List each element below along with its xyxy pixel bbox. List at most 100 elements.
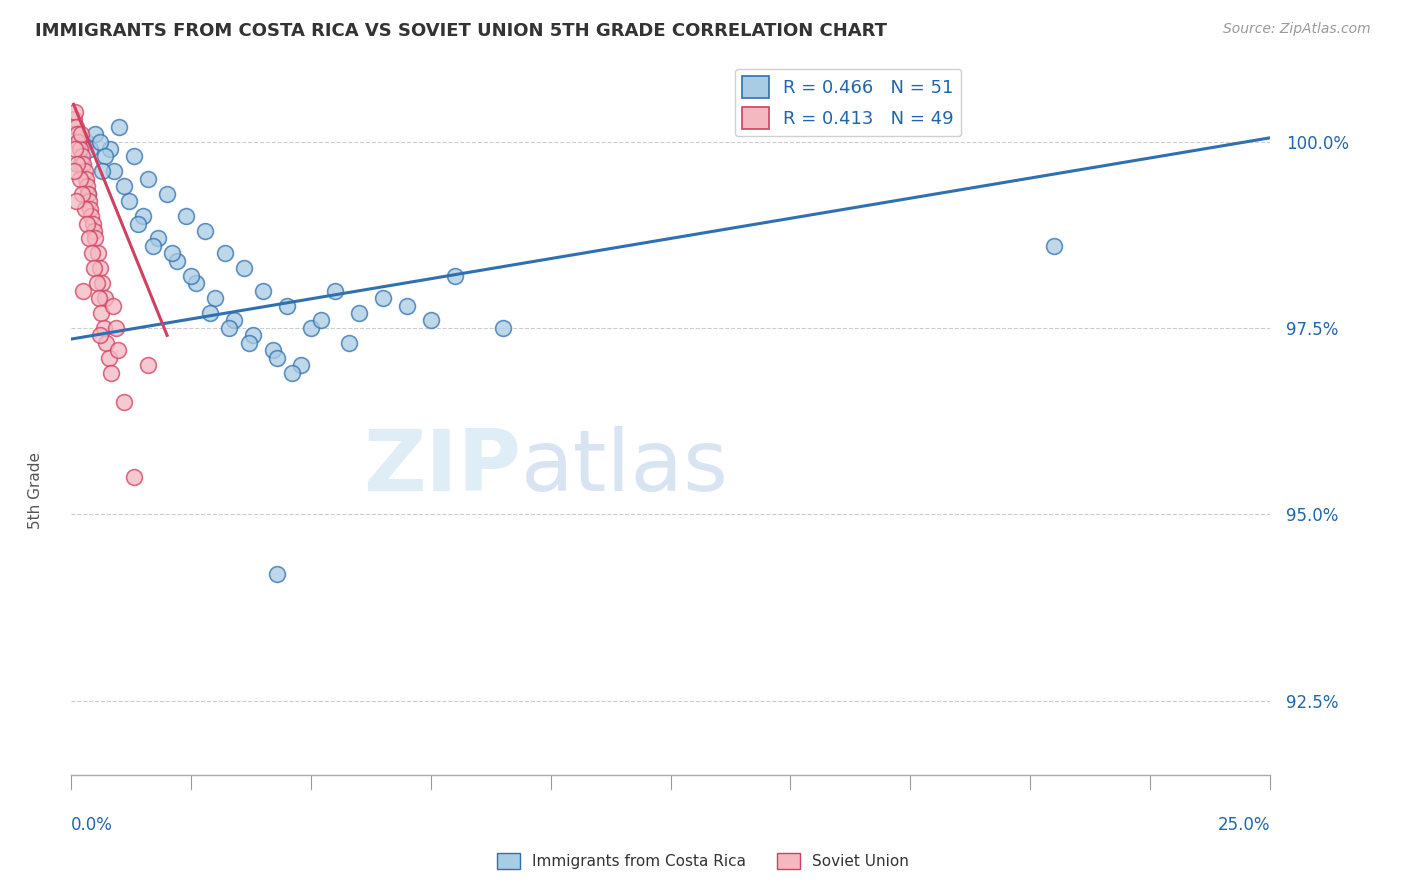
Point (83, 224, 105, 238)
Point (262, 343, 284, 358)
Text: 25.0%: 25.0% (1218, 816, 1270, 834)
Legend: Immigrants from Costa Rica, Soviet Union: Immigrants from Costa Rica, Soviet Union (491, 847, 915, 875)
Point (112, 179, 135, 194)
Point (166, 253, 188, 268)
Point (184, 276, 207, 290)
Point (299, 321, 322, 335)
Point (290, 358, 312, 372)
Point (104, 321, 127, 335)
Point (94, 291, 117, 305)
Point (83, 261, 105, 276)
Point (89, 328, 111, 343)
Point (142, 239, 165, 253)
Point (347, 306, 370, 320)
Point (69, 127, 91, 141)
Point (252, 284, 274, 298)
Point (266, 566, 288, 581)
Point (75, 171, 97, 186)
Point (86, 276, 108, 290)
Point (80, 209, 103, 223)
Point (180, 268, 202, 283)
Point (82, 217, 104, 231)
Point (80, 246, 103, 260)
Point (103, 299, 125, 313)
Point (86, 246, 108, 260)
Point (89, 261, 111, 276)
Point (66, 127, 89, 141)
Point (419, 313, 441, 327)
Point (79, 202, 101, 216)
Point (79, 231, 101, 245)
Point (65, 194, 87, 209)
Point (79, 194, 101, 209)
Point (242, 328, 264, 343)
Text: IMMIGRANTS FROM COSTA RICA VS SOVIET UNION 5TH GRADE CORRELATION CHART: IMMIGRANTS FROM COSTA RICA VS SOVIET UNI… (35, 22, 887, 40)
Point (77, 186, 100, 201)
Point (72, 186, 94, 201)
Point (160, 246, 183, 260)
Point (63, 104, 86, 119)
Point (214, 246, 236, 260)
Point (62, 164, 84, 178)
Point (1043, 239, 1066, 253)
Point (323, 284, 346, 298)
Point (122, 149, 145, 163)
Point (103, 164, 125, 178)
Point (127, 217, 149, 231)
Point (204, 291, 226, 305)
Point (232, 261, 254, 276)
Point (156, 186, 179, 201)
Text: atlas: atlas (520, 425, 728, 509)
Point (72, 157, 94, 171)
Point (62, 112, 84, 127)
Point (90, 306, 112, 320)
Point (266, 351, 288, 365)
Point (91, 276, 114, 290)
Point (91, 164, 114, 178)
Point (118, 194, 141, 209)
Point (73, 164, 96, 178)
Text: 0.0%: 0.0% (72, 816, 112, 834)
Point (79, 142, 101, 156)
Text: 5th Grade: 5th Grade (28, 452, 42, 529)
Text: Source: ZipAtlas.com: Source: ZipAtlas.com (1223, 22, 1371, 37)
Point (63, 142, 86, 156)
Legend: R = 0.466   N = 51, R = 0.413   N = 49: R = 0.466 N = 51, R = 0.413 N = 49 (734, 69, 962, 136)
Point (70, 149, 93, 163)
Point (337, 335, 360, 350)
Point (69, 157, 91, 171)
Point (108, 120, 131, 134)
Point (67, 135, 90, 149)
Point (100, 366, 122, 380)
Point (96, 335, 118, 350)
Point (75, 135, 97, 149)
Point (238, 335, 260, 350)
Point (93, 321, 115, 335)
Point (69, 142, 91, 156)
Point (122, 470, 145, 484)
Point (76, 179, 98, 194)
Point (72, 284, 94, 298)
Point (89, 135, 111, 149)
Point (94, 149, 117, 163)
Point (66, 157, 89, 171)
Point (218, 321, 240, 335)
Text: ZIP: ZIP (363, 425, 520, 509)
Point (77, 186, 100, 201)
Point (107, 343, 129, 358)
Point (443, 268, 465, 283)
Point (371, 291, 394, 305)
Point (492, 321, 515, 335)
Point (309, 313, 332, 327)
Point (98, 142, 121, 156)
Point (276, 299, 298, 313)
Point (65, 120, 87, 134)
Point (87, 291, 110, 305)
Point (224, 313, 246, 327)
Point (112, 395, 135, 409)
Point (84, 127, 107, 141)
Point (73, 202, 96, 216)
Point (69, 171, 91, 186)
Point (395, 299, 418, 313)
Point (136, 358, 159, 372)
